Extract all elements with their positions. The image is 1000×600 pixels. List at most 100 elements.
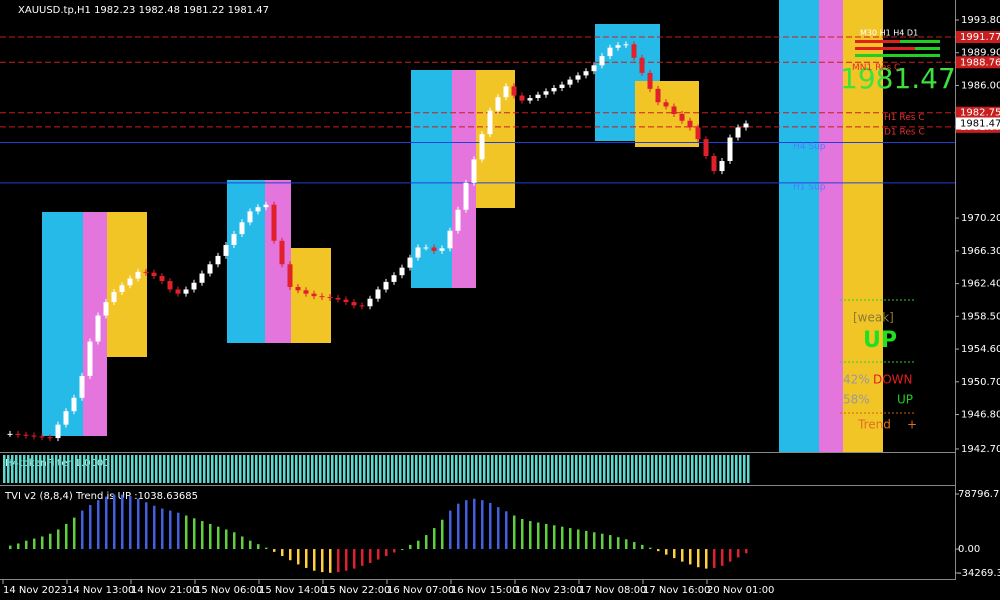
level-name: H1 Res C <box>884 113 925 123</box>
candle <box>383 281 389 290</box>
candle <box>303 290 309 294</box>
candle <box>71 397 77 412</box>
candle <box>479 134 485 160</box>
filter-bar <box>687 455 690 483</box>
candle <box>175 289 181 294</box>
tvi-bar <box>257 544 260 550</box>
filter-bar <box>255 455 258 483</box>
down-label: DOWN <box>873 373 913 387</box>
filter-bar <box>683 455 686 483</box>
tvi-bar <box>97 500 100 550</box>
filter-bar <box>591 455 594 483</box>
filter-bar <box>35 455 38 483</box>
tvi-bar <box>601 533 604 550</box>
candle <box>431 247 437 251</box>
filter-bar <box>227 455 230 483</box>
candle <box>727 137 733 162</box>
tvi-bar <box>105 496 108 550</box>
tvi-bar <box>361 549 364 566</box>
candle <box>415 247 421 258</box>
filter-bar <box>83 455 86 483</box>
filter-bar <box>507 455 510 483</box>
candle <box>447 230 453 249</box>
tvi-bar <box>353 549 356 569</box>
zones <box>42 0 883 452</box>
filter-bar <box>71 455 74 483</box>
candle <box>599 56 605 66</box>
candle <box>367 298 373 307</box>
filter-bar <box>11 455 14 483</box>
zone <box>265 180 291 343</box>
price-tag: 1991.77 <box>960 32 1000 43</box>
up-label: UP <box>897 393 913 407</box>
filter-bar <box>639 455 642 483</box>
filter-bar <box>691 455 694 483</box>
tvi-bar <box>225 529 228 550</box>
filter-bar <box>435 455 438 483</box>
filter-bar <box>487 455 490 483</box>
candle <box>31 435 37 437</box>
filter-bar <box>567 455 570 483</box>
y-tick-label: 1946.80 <box>961 410 1000 421</box>
filter-bar <box>263 455 266 483</box>
filter-bar <box>303 455 306 483</box>
filter-bar <box>679 455 682 483</box>
filter-bar <box>351 455 354 483</box>
filter-bar <box>739 455 742 483</box>
trend-label: Trend <box>857 418 891 432</box>
trend-sign: + <box>907 418 917 432</box>
level-name: H4 Sup <box>793 142 826 152</box>
tvi-bar <box>521 519 524 550</box>
candle <box>607 47 613 57</box>
candle <box>711 155 717 172</box>
candle <box>639 57 645 73</box>
filter-bar <box>111 455 114 483</box>
signal <box>900 40 940 43</box>
filter-bar <box>287 455 290 483</box>
last-price-bg <box>956 117 1000 130</box>
up-pct: 58% <box>843 393 870 407</box>
tvi-bar <box>553 525 556 550</box>
filter-bar <box>91 455 94 483</box>
signal <box>855 47 940 50</box>
tvi-bar <box>665 549 668 555</box>
candle <box>55 424 61 439</box>
candle <box>199 273 205 283</box>
tvi-bar <box>425 535 428 550</box>
filter-bar <box>707 455 710 483</box>
filter-bar <box>155 455 158 483</box>
filter-bar <box>183 455 186 483</box>
filter-bar <box>439 455 442 483</box>
filter-bar <box>319 455 322 483</box>
filter-bar <box>63 455 66 483</box>
y-tick-label: 1966.30 <box>961 246 1000 257</box>
current-price: 1981.47 <box>840 62 956 95</box>
tvi-bar <box>17 543 20 550</box>
candle <box>463 182 469 210</box>
tvi-bar <box>577 529 580 550</box>
tvi-bar <box>73 517 76 550</box>
tvi-bar <box>497 507 500 550</box>
tvi-bar <box>473 498 476 550</box>
tvi-bar <box>585 530 588 550</box>
candle <box>335 297 341 300</box>
tvi-label: TVI v2 (8,8,4) Trend is UP :1038.63685 <box>4 491 198 502</box>
filter-bar <box>547 455 550 483</box>
filter-bar <box>479 455 482 483</box>
tvi-bar <box>401 549 404 551</box>
filter-bar <box>723 455 726 483</box>
tvi-bar <box>569 528 572 550</box>
tvi-bar <box>505 511 508 550</box>
filter-bar <box>731 455 734 483</box>
candle <box>311 293 317 297</box>
tvi-tick-label: 0.00 <box>958 544 980 555</box>
tvi-bar <box>385 549 388 557</box>
price-tag-bg <box>956 56 1000 69</box>
candle <box>655 88 661 103</box>
candle <box>559 84 565 88</box>
zone <box>83 212 107 436</box>
candle <box>207 264 213 274</box>
filter-bar <box>187 455 190 483</box>
tvi-bar <box>369 549 372 564</box>
